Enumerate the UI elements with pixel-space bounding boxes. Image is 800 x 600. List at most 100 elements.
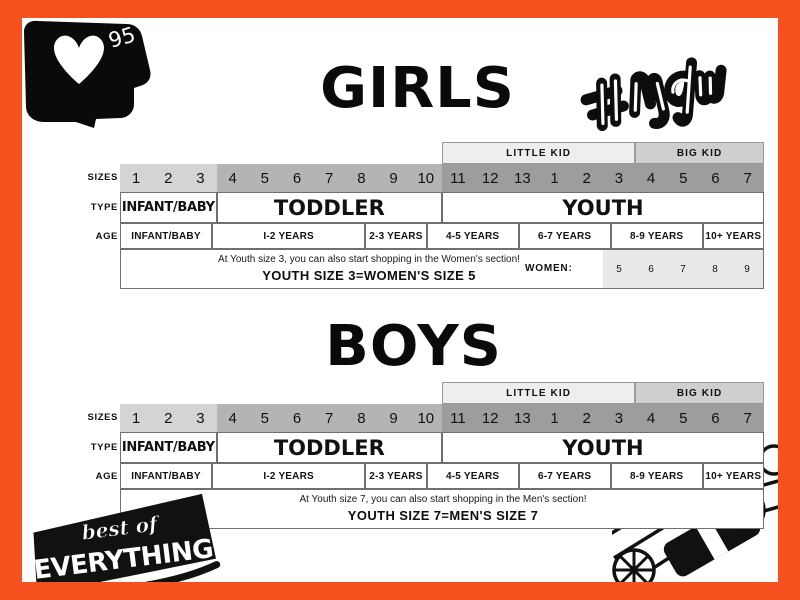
size-cell: 2: [152, 404, 185, 432]
girls-type-row: INFANT/BABY TODDLER YOUTH: [120, 192, 764, 223]
size-cell: 2: [570, 164, 603, 192]
girls-age-row: INFANT/BABY I-2 YEARS 2-3 YEARS 4-5 YEARS 6-…: [120, 223, 764, 249]
size-cell: 1: [120, 404, 153, 432]
mydsw-logo: [570, 26, 750, 132]
size-cell: 3: [602, 164, 635, 192]
size-cell: 5: [667, 164, 700, 192]
age-cell: INFANT/BABY: [120, 223, 212, 249]
size-cell: 12: [474, 404, 507, 432]
type-cell: TODDLER: [216, 192, 442, 223]
girls-section-title: GIRLS: [320, 56, 515, 121]
girls-note-row: 5 6 7 8 9 WOMEN: At Youth size 3, you can al…: [120, 249, 764, 289]
age-cell: 2-3 YEARS: [365, 463, 427, 489]
frame-top: [0, 0, 800, 18]
girls-women-size-strip: 5 6 7 8 9: [603, 250, 763, 288]
girls-note-text: At Youth size 3, you can also start shop…: [121, 253, 617, 284]
girls-row-label-type: TYPE: [90, 202, 118, 213]
type-cell: INFANT/BABY: [120, 192, 217, 223]
size-cell: 9: [377, 404, 410, 432]
boys-row-label-age: AGE: [95, 471, 118, 482]
poster-canvas: 95: [22, 18, 778, 582]
size-cell: 7: [313, 404, 346, 432]
type-cell: YOUTH: [441, 432, 764, 463]
girls-row-label-sizes: SIZES: [87, 172, 118, 183]
frame-right: [778, 0, 800, 600]
size-cell: 2: [570, 404, 603, 432]
type-cell: YOUTH: [441, 192, 764, 223]
size-cell: 4: [216, 164, 249, 192]
age-cell: 8-9 YEARS: [610, 463, 703, 489]
boys-row-label-type: TYPE: [90, 442, 118, 453]
size-cell: 6: [699, 164, 732, 192]
age-cell: 6-7 YEARS: [518, 463, 611, 489]
best-of-everything-logo: best of EVERYTHING: [22, 488, 222, 582]
size-cell: 3: [184, 164, 217, 192]
kid-band-cell: LITTLE KID: [442, 382, 636, 404]
age-cell: 2-3 YEARS: [365, 223, 427, 249]
size-cell: 4: [635, 404, 668, 432]
girls-note-line2: YOUTH SIZE 3=WOMEN'S SIZE 5: [262, 268, 476, 283]
boys-section-title: BOYS: [325, 314, 502, 379]
age-cell: INFANT/BABY: [120, 463, 212, 489]
girls-note-line1: At Youth size 3, you can also start shop…: [218, 254, 520, 265]
size-cell: 2: [152, 164, 185, 192]
type-cell: INFANT/BABY: [120, 432, 217, 463]
size-cell: 11: [441, 164, 475, 192]
size-cell: 13: [506, 164, 539, 192]
women-size-cell: 8: [712, 263, 718, 275]
boys-age-row: INFANT/BABY I-2 YEARS 2-3 YEARS 4-5 YEARS 6-…: [120, 463, 764, 489]
size-cell: 8: [345, 164, 378, 192]
size-cell: 3: [184, 404, 217, 432]
size-cell: 1: [120, 164, 153, 192]
age-cell: 4-5 YEARS: [426, 463, 519, 489]
women-size-cell: 9: [744, 263, 750, 275]
size-cell: 9: [377, 164, 410, 192]
women-size-cell: 5: [616, 263, 622, 275]
like-badge: 95: [22, 18, 162, 128]
size-cell: 13: [506, 404, 539, 432]
size-cell: 10: [409, 164, 442, 192]
girls-kid-band-row: LITTLE KID BIG KID: [442, 142, 764, 164]
frame-left: [0, 0, 22, 600]
size-cell: 8: [345, 404, 378, 432]
size-cell: 7: [313, 164, 346, 192]
kid-band-cell: BIG KID: [635, 142, 764, 164]
size-cell: 3: [602, 404, 635, 432]
kid-band-cell: LITTLE KID: [442, 142, 636, 164]
size-cell: 5: [667, 404, 700, 432]
boys-note-line2: YOUTH SIZE 7=MEN'S SIZE 7: [347, 508, 539, 523]
size-cell: 5: [248, 404, 281, 432]
boys-type-row: INFANT/BABY TODDLER YOUTH: [120, 432, 764, 463]
age-cell: 10+ YEARS: [702, 223, 764, 249]
girls-women-label: WOMEN:: [525, 263, 573, 274]
size-cell: 7: [731, 164, 764, 192]
boys-note-row: At Youth size 7, you can also start shop…: [120, 489, 764, 529]
age-cell: 8-9 YEARS: [610, 223, 703, 249]
women-size-cell: 7: [680, 263, 686, 275]
size-cell: 6: [280, 404, 314, 432]
size-cell: 10: [409, 404, 442, 432]
size-cell: 11: [441, 404, 475, 432]
boys-note-line1: At Youth size 7, you can also start shop…: [299, 494, 587, 505]
girls-row-label-age: AGE: [95, 231, 118, 242]
women-size-cell: 6: [648, 263, 654, 275]
frame-bottom: [0, 582, 800, 600]
girls-sizes-row: 1 2 3 4 5 6 7 8 9 10 11 12 13 1 2 3 4 5 6 7: [120, 164, 764, 192]
boys-note-text: At Youth size 7, you can also start shop…: [121, 493, 765, 524]
boys-row-label-sizes: SIZES: [87, 412, 118, 423]
size-cell: 4: [216, 404, 249, 432]
type-cell: TODDLER: [216, 432, 442, 463]
age-cell: I-2 YEARS: [212, 463, 366, 489]
age-cell: 10+ YEARS: [702, 463, 764, 489]
size-cell: 7: [731, 404, 764, 432]
size-cell: 12: [474, 164, 507, 192]
age-cell: I-2 YEARS: [212, 223, 366, 249]
size-cell: 6: [280, 164, 314, 192]
age-cell: 4-5 YEARS: [426, 223, 519, 249]
age-cell: 6-7 YEARS: [518, 223, 611, 249]
size-cell: 4: [635, 164, 668, 192]
size-cell: 6: [699, 404, 732, 432]
size-cell: 1: [538, 164, 571, 192]
size-cell: 5: [248, 164, 281, 192]
